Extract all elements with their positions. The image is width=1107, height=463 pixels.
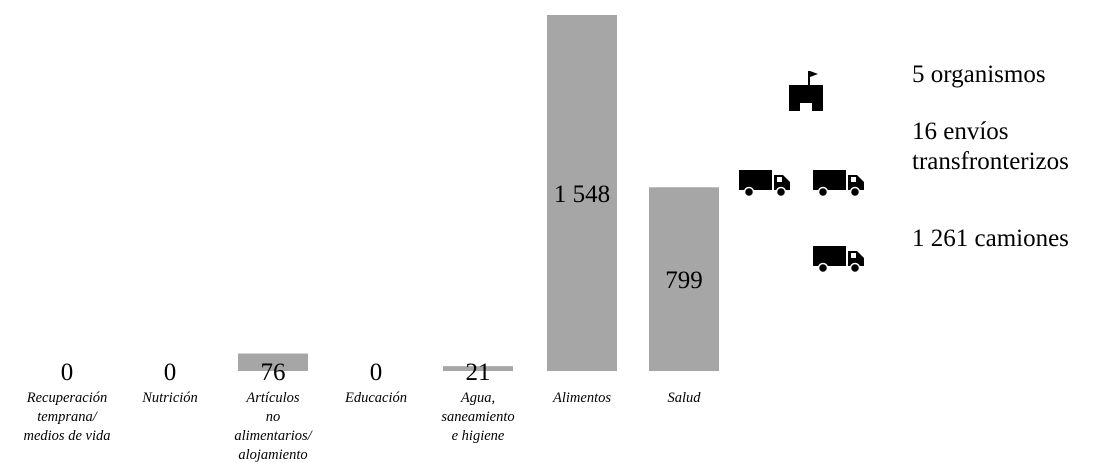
value-label: 1 548 — [554, 181, 610, 208]
category-label: e higiene — [452, 428, 505, 444]
value-label: 0 — [164, 359, 177, 386]
category-label: saneamiento — [441, 409, 514, 425]
truck-icon — [813, 246, 864, 274]
category-label: Educación — [344, 390, 407, 406]
value-label: 76 — [261, 359, 286, 386]
bar — [649, 187, 719, 371]
truck-icon — [739, 170, 790, 198]
category-label: Alimentos — [552, 390, 611, 406]
category-label: alojamiento — [238, 447, 307, 463]
organizations-count: 5 organismos — [912, 61, 1046, 88]
bar — [547, 15, 617, 371]
category-label: Recuperación — [26, 390, 108, 406]
building-flag-icon — [789, 71, 823, 111]
value-label: 21 — [466, 359, 491, 386]
category-label: Agua, — [460, 390, 495, 406]
category-label: Salud — [667, 390, 701, 406]
summary-panel: 5 organismos 16 envíos transfronterizos … — [912, 0, 1107, 463]
category-label: no — [266, 409, 281, 425]
bar — [238, 353, 308, 371]
value-label: 799 — [665, 267, 703, 294]
category-label: temprana/ — [37, 409, 99, 425]
category-label: alimentarios/ — [234, 428, 313, 444]
category-label: Nutrición — [141, 390, 198, 406]
bar — [443, 366, 513, 371]
category-label: medios de vida — [24, 428, 111, 444]
truck-icon — [813, 170, 864, 198]
bar-chart: 0 Recuperación temprana/medios de vida 0 Nut… — [24, 15, 719, 463]
shipments-count-label: transfronterizos — [912, 148, 1069, 175]
trucks-count: 1 261 camiones — [912, 225, 1069, 252]
value-label: 0 — [370, 359, 383, 386]
shipments-count: 16 envíos — [912, 118, 1009, 145]
value-label: 0 — [61, 359, 74, 386]
category-label: Artículos — [245, 390, 300, 406]
